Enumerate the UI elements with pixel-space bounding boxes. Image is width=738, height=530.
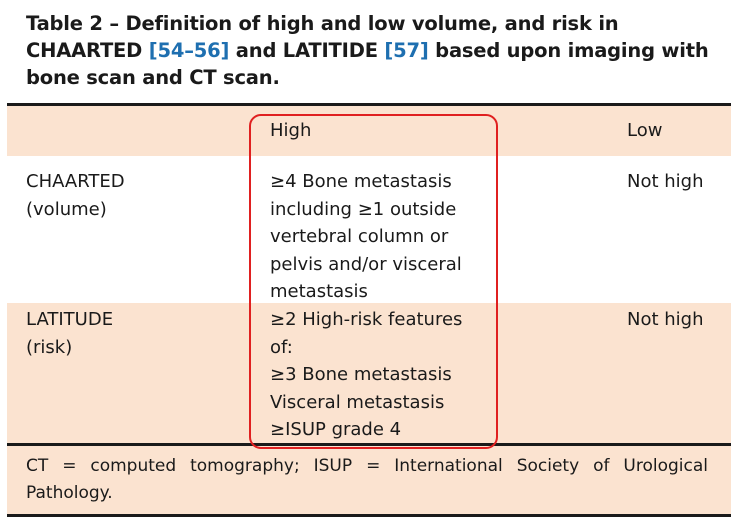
table-top-rule [7,103,731,106]
row-label-latitude: LATITUDE (risk) [26,309,114,358]
caption-text-end: based upon imaging with bone scan and CT… [26,39,709,89]
caption-text-mid: and LATITIDE [229,39,385,62]
reference-link-57[interactable]: [57] [384,39,429,62]
column-header-low: Low [627,120,663,141]
table-footnote-band [7,443,731,514]
table-footnote-line-1: CT = computed tomography; ISUP = Interna… [26,456,708,476]
column-header-high: High [270,120,312,141]
cell-chaarted-high: ≥4 Bone metastasis including ≥1 outside … [270,171,462,302]
high-column-highlight-box [249,114,498,449]
row-label-chaarted: CHAARTED (volume) [26,171,125,220]
cell-latitude-low: Not high [627,309,704,330]
table-footnote-line-2: Pathology. [26,483,113,503]
latitude-row-band [7,303,731,443]
table-caption: Table 2 – Definition of high and low vol… [26,10,730,91]
caption-text: Table 2 – Definition of high and low vol… [26,12,619,62]
table-bottom-rule [7,514,731,517]
cell-latitude-high: ≥2 High-risk features of: ≥3 Bone metast… [270,309,463,440]
cell-chaarted-low: Not high [627,171,704,192]
reference-link-54-56[interactable]: [54–56] [148,39,230,62]
